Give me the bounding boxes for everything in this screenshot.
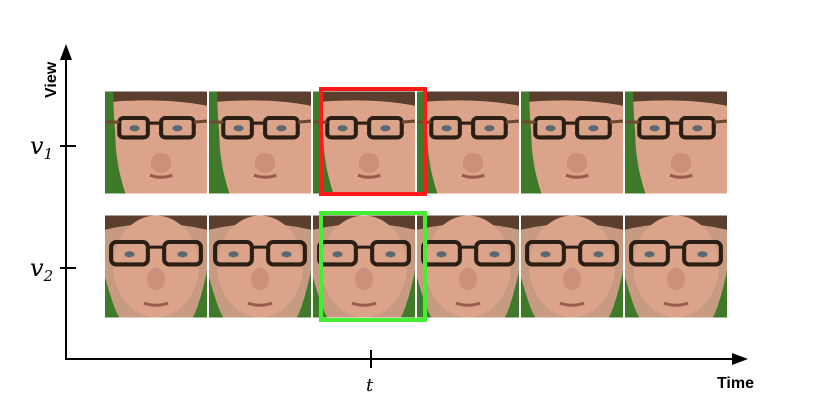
face-frame-v1-5 (521, 92, 623, 194)
face-frame-v2-3 (313, 216, 415, 318)
face-frame-v2-6 (625, 216, 727, 318)
face-frame-v1-1 (105, 92, 207, 194)
face-frame-v2-2 (209, 216, 311, 318)
x-axis-arrowhead (732, 353, 748, 365)
y-axis-title: View (43, 61, 60, 98)
face-frame-v1-6 (625, 92, 727, 194)
frame-row-v1 (105, 92, 727, 194)
x-axis-title: Time (717, 375, 754, 392)
face-frame-v1-4 (417, 92, 519, 194)
y-axis-arrowhead (60, 44, 72, 60)
face-frame-v2-4 (417, 216, 519, 318)
frame-row-v2 (105, 216, 727, 318)
time-marker-label: t (366, 375, 374, 396)
row-label-v2: v2 (30, 254, 53, 285)
face-frame-v1-2 (209, 92, 311, 194)
row-label-v1: v1 (30, 132, 53, 163)
highlight-frame-v1 (319, 87, 427, 196)
face-frame-v2-5 (521, 216, 623, 318)
face-frame-v1-3 (313, 92, 415, 194)
highlight-frame-v2 (319, 211, 427, 322)
face-frame-v2-1 (105, 216, 207, 318)
